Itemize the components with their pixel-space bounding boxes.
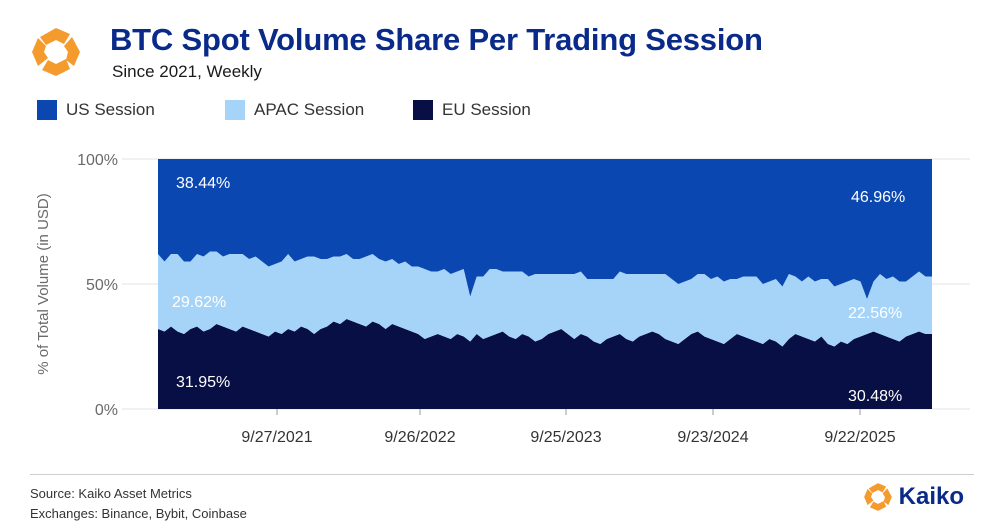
x-tick-label: 9/23/2024 <box>677 429 748 446</box>
source-note: Source: Kaiko Asset Metrics Exchanges: B… <box>30 484 247 524</box>
exchanges-text: Exchanges: Binance, Bybit, Coinbase <box>30 506 247 521</box>
legend: US Session APAC Session EU Session <box>37 100 531 120</box>
legend-item-us-session: US Session <box>37 100 225 120</box>
area-us-session <box>158 159 932 299</box>
y-axis-title: % of Total Volume (in USD) <box>35 193 52 374</box>
x-tick-label: 9/27/2021 <box>241 429 312 446</box>
footer-divider <box>30 474 974 475</box>
legend-swatch-us <box>37 100 57 120</box>
x-tick-label: 9/25/2023 <box>530 429 601 446</box>
y-tick-label: 0% <box>95 402 118 419</box>
x-tick-label: 9/22/2025 <box>824 429 895 446</box>
legend-label-apac: APAC Session <box>254 100 365 119</box>
x-tick-label: 9/26/2022 <box>384 429 455 446</box>
brand-name: Kaiko <box>898 483 964 510</box>
kaiko-brand: Kaiko <box>863 482 964 512</box>
data-label-us-session-first: 38.44% <box>176 175 230 192</box>
y-tick-label: 50% <box>86 277 118 294</box>
legend-swatch-eu <box>413 100 433 120</box>
legend-item-eu-session: EU Session <box>413 100 531 120</box>
y-tick-label: 100% <box>77 152 118 169</box>
source-text: Source: Kaiko Asset Metrics <box>30 486 192 501</box>
chart-subtitle: Since 2021, Weekly <box>112 62 262 81</box>
data-label-apac-session-first: 29.62% <box>172 294 226 311</box>
data-label-eu-session-last: 30.48% <box>848 388 902 405</box>
legend-swatch-apac <box>225 100 245 120</box>
data-label-us-session-last: 46.96% <box>851 189 905 206</box>
kaiko-brand-icon <box>863 483 892 511</box>
kaiko-logo-icon <box>32 28 80 76</box>
data-label-eu-session-first: 31.95% <box>176 374 230 391</box>
area-eu-session <box>158 319 932 409</box>
legend-label-eu: EU Session <box>442 100 531 119</box>
legend-item-apac-session: APAC Session <box>225 100 413 120</box>
area-apac-session <box>158 251 932 347</box>
chart-title: BTC Spot Volume Share Per Trading Sessio… <box>110 22 763 57</box>
data-label-apac-session-last: 22.56% <box>848 305 902 322</box>
legend-label-us: US Session <box>66 100 155 119</box>
